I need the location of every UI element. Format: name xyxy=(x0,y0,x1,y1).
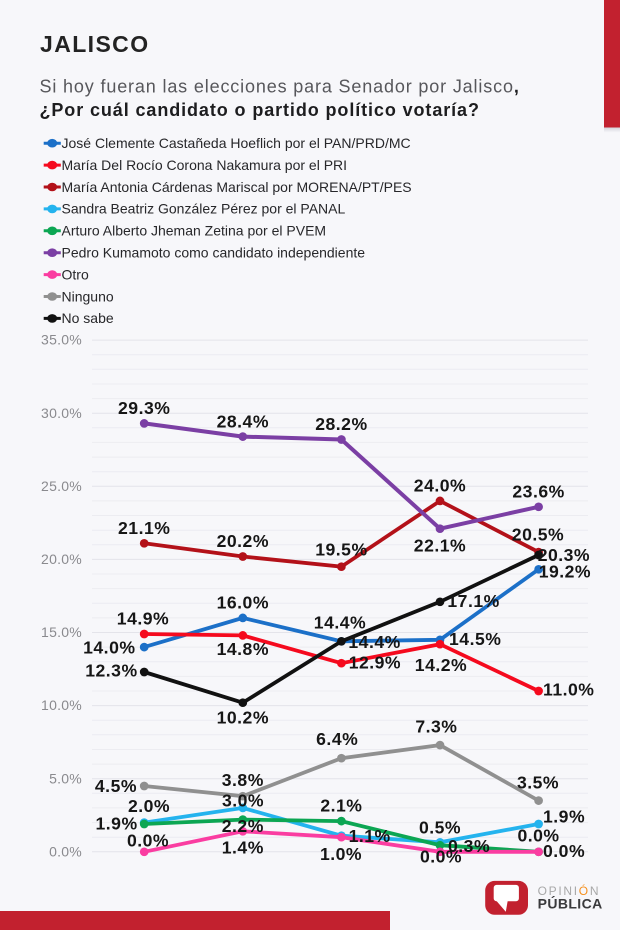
svg-text:José Clemente Castañeda Hoefli: José Clemente Castañeda Hoeflich por el … xyxy=(62,135,411,151)
svg-text:PÚBLICA: PÚBLICA xyxy=(538,895,603,912)
svg-text:Ninguno: Ninguno xyxy=(62,288,114,304)
svg-text:14.8%: 14.8% xyxy=(217,639,269,659)
svg-text:12.9%: 12.9% xyxy=(349,652,401,672)
svg-text:14.4%: 14.4% xyxy=(314,613,366,633)
svg-text:15.0%: 15.0% xyxy=(41,624,82,640)
svg-text:14.4%: 14.4% xyxy=(348,632,400,652)
svg-text:1.9%: 1.9% xyxy=(543,807,585,827)
svg-text:No sabe: No sabe xyxy=(62,310,114,326)
svg-text:3.5%: 3.5% xyxy=(517,772,559,792)
svg-text:35.0%: 35.0% xyxy=(41,332,82,348)
svg-text:OPINIÓN: OPINIÓN xyxy=(538,883,601,898)
svg-text:0.0%: 0.0% xyxy=(517,825,559,845)
svg-text:¿Por cuál candidato o partido: ¿Por cuál candidato o partido político v… xyxy=(40,100,480,120)
svg-text:3.0%: 3.0% xyxy=(222,791,264,811)
svg-text:14.9%: 14.9% xyxy=(117,609,169,629)
svg-text:1.4%: 1.4% xyxy=(222,838,264,858)
svg-text:0.0%: 0.0% xyxy=(420,847,462,867)
svg-text:20.3%: 20.3% xyxy=(538,545,590,565)
svg-text:0.3%: 0.3% xyxy=(448,836,490,856)
svg-text:7.3%: 7.3% xyxy=(415,717,457,737)
svg-text:Arturo Alberto Jheman Zetina p: Arturo Alberto Jheman Zetina por el PVEM xyxy=(62,223,327,239)
svg-text:19.5%: 19.5% xyxy=(315,539,367,559)
svg-text:Sandra Beatriz González Pérez: Sandra Beatriz González Pérez por el PAN… xyxy=(62,201,346,217)
svg-text:29.3%: 29.3% xyxy=(118,398,170,418)
svg-text:1.1%: 1.1% xyxy=(349,826,391,846)
svg-text:10.2%: 10.2% xyxy=(217,707,269,727)
svg-text:17.1%: 17.1% xyxy=(447,591,499,611)
svg-text:12.3%: 12.3% xyxy=(85,661,137,681)
svg-text:0.5%: 0.5% xyxy=(419,817,461,837)
svg-text:0.0%: 0.0% xyxy=(127,831,169,851)
svg-text:Pedro Kumamoto como candidato: Pedro Kumamoto como candidato independie… xyxy=(62,245,366,261)
svg-text:María Antonia Cárdenas Marisca: María Antonia Cárdenas Mariscal por MORE… xyxy=(62,179,412,195)
svg-text:3.8%: 3.8% xyxy=(222,770,264,790)
svg-text:24.0%: 24.0% xyxy=(414,476,466,496)
svg-text:5.0%: 5.0% xyxy=(49,770,82,786)
svg-text:2.2%: 2.2% xyxy=(222,816,264,836)
svg-text:1.0%: 1.0% xyxy=(320,844,362,864)
svg-text:2.0%: 2.0% xyxy=(128,796,170,816)
svg-text:20.0%: 20.0% xyxy=(41,551,82,567)
svg-text:28.4%: 28.4% xyxy=(217,411,269,431)
svg-text:10.0%: 10.0% xyxy=(41,697,82,713)
svg-text:Si hoy fueran las elecciones p: Si hoy fueran las elecciones para Senado… xyxy=(40,76,520,96)
svg-text:30.0%: 30.0% xyxy=(41,405,82,421)
svg-text:28.2%: 28.2% xyxy=(315,414,367,434)
svg-text:22.1%: 22.1% xyxy=(414,536,466,556)
svg-text:16.0%: 16.0% xyxy=(217,593,269,613)
svg-text:14.5%: 14.5% xyxy=(449,629,501,649)
svg-text:14.2%: 14.2% xyxy=(415,655,467,675)
svg-text:11.0%: 11.0% xyxy=(543,679,594,699)
svg-text:20.5%: 20.5% xyxy=(512,524,564,544)
svg-text:María Del Rocío Corona Nakamur: María Del Rocío Corona Nakamura por el P… xyxy=(62,157,348,173)
svg-text:Otro: Otro xyxy=(62,266,89,282)
svg-text:23.6%: 23.6% xyxy=(512,482,564,502)
svg-text:20.2%: 20.2% xyxy=(217,531,269,551)
svg-text:2.1%: 2.1% xyxy=(320,795,362,815)
svg-text:6.4%: 6.4% xyxy=(316,729,358,749)
svg-text:4.5%: 4.5% xyxy=(95,776,137,796)
svg-text:0.0%: 0.0% xyxy=(543,841,585,861)
svg-text:JALISCO: JALISCO xyxy=(40,31,149,57)
svg-text:1.9%: 1.9% xyxy=(95,813,137,833)
svg-text:0.0%: 0.0% xyxy=(49,843,82,859)
svg-text:19.2%: 19.2% xyxy=(539,561,591,581)
svg-text:25.0%: 25.0% xyxy=(41,478,82,494)
svg-text:21.1%: 21.1% xyxy=(118,518,170,538)
svg-text:14.0%: 14.0% xyxy=(83,637,135,657)
